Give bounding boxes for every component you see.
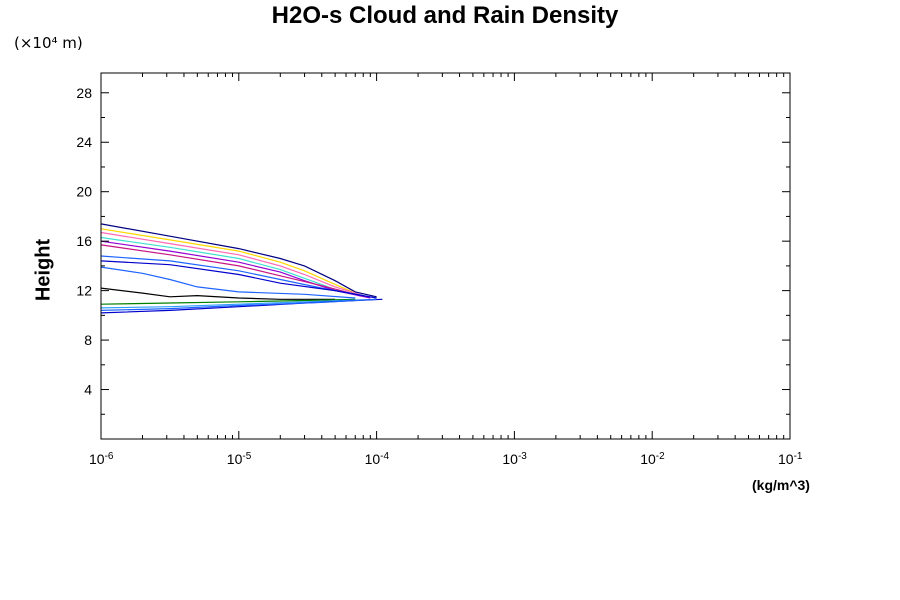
y-tick-label: 12 (76, 283, 92, 299)
series-line (100, 298, 377, 309)
x-tick-exponent: -2 (656, 451, 665, 462)
x-tick-base: 10 (778, 451, 794, 467)
x-unit-label: (kg/m^3) (752, 477, 810, 493)
y-tick-label: 24 (76, 134, 92, 150)
series-line (100, 244, 356, 295)
x-tick-label: 10-3 (502, 451, 527, 467)
x-tick-label: 10-4 (365, 451, 390, 467)
series-line (100, 236, 336, 290)
series-line (100, 260, 377, 299)
y-tick-label: 4 (84, 382, 92, 398)
series-line (100, 266, 356, 299)
series-line (100, 231, 364, 297)
x-tick-exponent: -3 (518, 451, 527, 462)
y-tick-label: 8 (84, 332, 92, 348)
chart-title: H2O-s Cloud and Rain Density (271, 2, 619, 29)
x-tick-exponent: -5 (242, 451, 251, 462)
x-tick-label: 10-1 (778, 451, 803, 467)
x-tick-base: 10 (89, 451, 105, 467)
x-tick-label: 10-5 (227, 451, 252, 467)
x-tick-base: 10 (365, 451, 381, 467)
x-tick-exponent: -1 (794, 451, 803, 462)
y-tick-label: 20 (76, 184, 92, 200)
series-line (100, 223, 377, 298)
series-line (100, 298, 377, 311)
y-unit-label: (×10⁴ m) (14, 34, 83, 52)
x-tick-base: 10 (640, 451, 656, 467)
y-tick-label: 28 (76, 85, 92, 101)
x-tick-label: 10-6 (89, 451, 114, 467)
series-line (100, 228, 356, 294)
plot-frame (100, 72, 791, 440)
y-tick-label: 16 (76, 233, 92, 249)
x-tick-base: 10 (227, 451, 243, 467)
x-tick-label: 10-2 (640, 451, 665, 467)
x-tick-base: 10 (502, 451, 518, 467)
x-tick-exponent: -4 (380, 451, 389, 462)
x-tick-exponent: -6 (105, 451, 114, 462)
series-layer (100, 223, 383, 314)
series-line (100, 287, 336, 300)
series-line (100, 298, 356, 305)
